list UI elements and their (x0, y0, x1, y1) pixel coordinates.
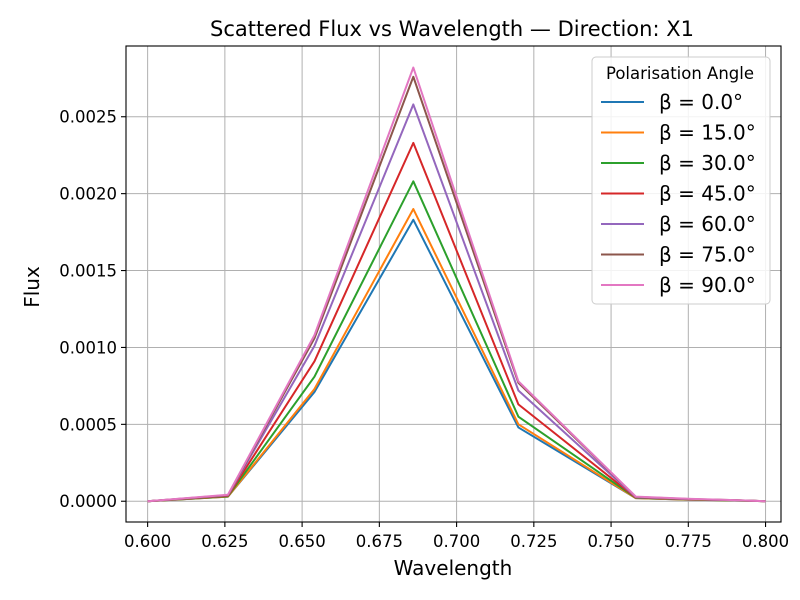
legend-label: β = 0.0° (659, 90, 743, 114)
x-tick-label: 0.600 (124, 532, 171, 551)
legend-box (591, 56, 771, 305)
x-axis-label: Wavelength (394, 556, 513, 580)
series-layer (147, 66, 766, 503)
legend-entries: β = 0.0° β = 15.0° β = 30.0° β = 45.0° β = 6… (601, 90, 756, 297)
x-tick-label: 0.650 (278, 532, 325, 551)
axes-layer: 0.600 0.625 0.650 0.675 0.700 0.725 0.750 0.775… (59, 45, 789, 551)
y-axis-label: Flux (20, 266, 44, 308)
y-tick-label: 0.0020 (59, 185, 117, 204)
y-tick-label: 0.0010 (59, 338, 117, 357)
legend-label: β = 45.0° (659, 182, 756, 206)
x-tick-label: 0.775 (665, 532, 712, 551)
legend: Polarisation Angle β = 0.0°β = 15.0°β = … (591, 56, 771, 305)
legend-label: β = 60.0° (659, 212, 756, 236)
y-tick-label: 0.0025 (59, 108, 117, 127)
legend-label: β = 30.0° (659, 151, 756, 175)
legend-label: β = 15.0° (659, 121, 756, 145)
series-line-beta-6 (147, 66, 766, 503)
legend-label: β = 90.0° (659, 273, 756, 297)
x-tick-label: 0.700 (433, 532, 480, 551)
x-tick-label: 0.625 (201, 532, 248, 551)
x-tick-label: 0.800 (742, 532, 789, 551)
legend-label: β = 75.0° (659, 243, 756, 267)
y-tick-label: 0.0005 (59, 415, 117, 434)
x-tick-label: 0.725 (510, 532, 557, 551)
y-tick-label: 0.0015 (59, 262, 117, 281)
chart-title: Scattered Flux vs Wavelength — Direction… (210, 17, 694, 41)
x-tick-label: 0.675 (356, 532, 403, 551)
legend-title: Polarisation Angle (606, 64, 754, 83)
x-tick-label: 0.750 (587, 532, 634, 551)
plot-frame (125, 45, 782, 523)
y-tick-label: 0.0000 (59, 492, 117, 511)
